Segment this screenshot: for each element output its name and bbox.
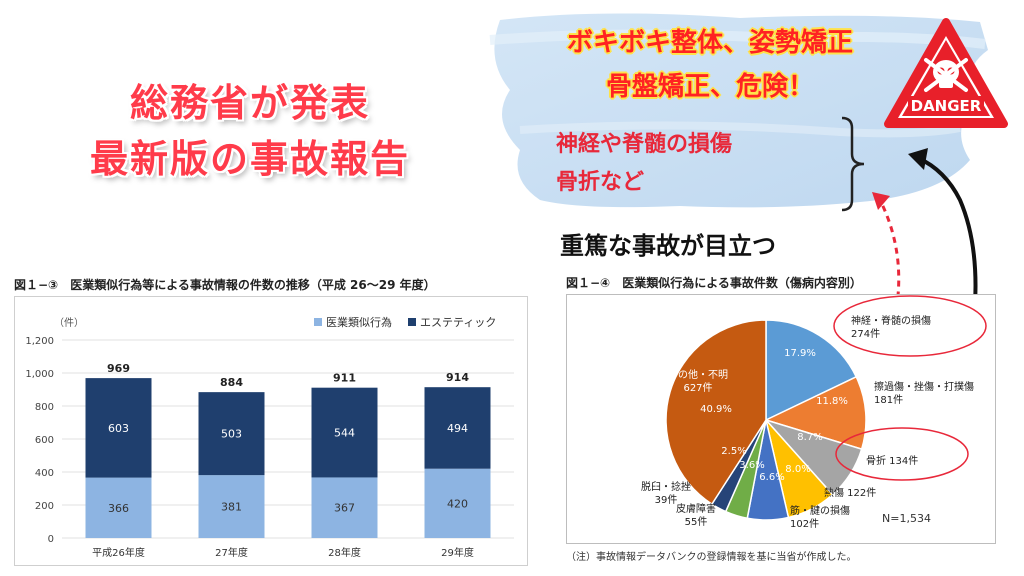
pie-slice [765, 319, 858, 422]
injury-line1: 神経や脊髄の損傷 [556, 132, 733, 157]
bar-total-label: 914 [446, 371, 469, 384]
bar-ytick: 200 [35, 501, 54, 512]
pie-percent-label: 3.6% [739, 460, 764, 471]
headline-line2: 最新版の事故報告 [89, 137, 410, 181]
pie-note: （注）事故情報データバンクの登録情報を基に当省が作成した。 [566, 552, 857, 563]
pie-percent-label: 8.0% [785, 464, 810, 475]
bar-value-label: 503 [221, 428, 242, 441]
brace-icon [841, 116, 865, 212]
bar-value-label: 381 [221, 501, 242, 514]
pie-percent-label: 17.9% [784, 348, 816, 359]
bar-total-label: 911 [333, 372, 356, 385]
bar-category-label: 27年度 [215, 546, 248, 559]
legend-swatch-medical [314, 318, 322, 326]
warning-line2: 骨盤矯正、危険！ [605, 72, 814, 102]
bar-value-label: 603 [108, 422, 129, 435]
highlight-circles [833, 295, 987, 481]
bar-total-label: 884 [220, 376, 243, 389]
pie-slice [763, 375, 867, 451]
bar-value-label: 544 [334, 427, 355, 440]
bar-ytick: 400 [35, 468, 54, 479]
injury-line2: 骨折など [556, 170, 645, 195]
bar-chart-caption: 図１−③ 医業類似行為等による事故情報の件数の推移（平成 26〜29 年度） [14, 278, 436, 292]
bar-value-label: 366 [108, 502, 129, 515]
pie-percent-label: 11.8% [816, 396, 848, 407]
legend-medical: 医業類似行為 [326, 315, 392, 329]
pie-percent-label: 40.9% [700, 404, 732, 415]
brush-background [489, 13, 988, 208]
pie-percent-label: 6.6% [759, 472, 784, 483]
pie-chart-caption: 図１−④ 医業類似行為による事故件数（傷病内容別） [566, 276, 862, 290]
pie-slice [665, 319, 767, 506]
bar-category-label: 平成26年度 [92, 546, 145, 559]
bar-category-label: 29年度 [441, 546, 474, 559]
pie-category-label: 熱傷 122件 [824, 486, 876, 499]
warning-line1: ボキボキ整体、姿勢矯正 [566, 28, 853, 58]
bar-category-label: 28年度 [328, 546, 361, 559]
bar-ytick: 0 [48, 534, 54, 545]
bar-value-label: 367 [334, 502, 355, 515]
bar-ytick: 1,200 [25, 336, 54, 347]
bar-segment [198, 392, 265, 476]
bar-segment [311, 477, 378, 538]
severe-text: 重篤な事故が目立つ [560, 232, 776, 260]
pie-category-label: その他・不明 627件 [668, 368, 728, 394]
bar-total-label: 969 [107, 362, 130, 375]
pie-category-label: 擦過傷・挫傷・打撲傷 181件 [874, 380, 974, 406]
pie-category-label: 骨折 134件 [866, 454, 918, 467]
bar-segment [85, 378, 152, 478]
pie-category-label: 神経・脊髄の損傷 274件 [851, 314, 931, 340]
bar-value-label: 420 [447, 497, 468, 510]
bar-segment [311, 387, 378, 478]
bar-segment [424, 468, 491, 538]
bar-ytick: 1,000 [25, 369, 54, 380]
bar-chart: （件） 医業類似行為 エステティック 0 200 400 600 800 1,000 1,2… [14, 296, 528, 566]
pie-percent-label: 8.7% [797, 432, 822, 443]
pie-total: N=1,534 [882, 512, 931, 525]
bar-segment [424, 387, 491, 469]
pie-category-label: 脱臼・捻挫 39件 [641, 480, 691, 506]
bar-ytick: 600 [35, 435, 54, 446]
bar-segment [85, 477, 152, 538]
pie-chart: 17.9% 神経・脊髄の損傷 274件 11.8% 擦過傷・挫傷・打撲傷 181件 8.7%… [566, 294, 996, 544]
danger-sign-icon: DANGER [884, 18, 1008, 128]
bar-segment [198, 475, 265, 538]
bar-chart-unit: （件） [54, 317, 84, 329]
bar-value-label: 494 [447, 422, 468, 435]
bar-ytick: 800 [35, 402, 54, 413]
pie-category-label: 皮膚障害 55件 [676, 502, 716, 528]
headline-line1: 総務省が発表 [129, 81, 370, 125]
legend-swatch-esthetic [408, 318, 416, 326]
legend-esthetic: エステティック [420, 316, 496, 329]
pie-category-label: 筋・腱の損傷 102件 [790, 504, 850, 530]
danger-label: DANGER [911, 97, 982, 115]
pie-percent-label: 2.5% [721, 446, 746, 457]
